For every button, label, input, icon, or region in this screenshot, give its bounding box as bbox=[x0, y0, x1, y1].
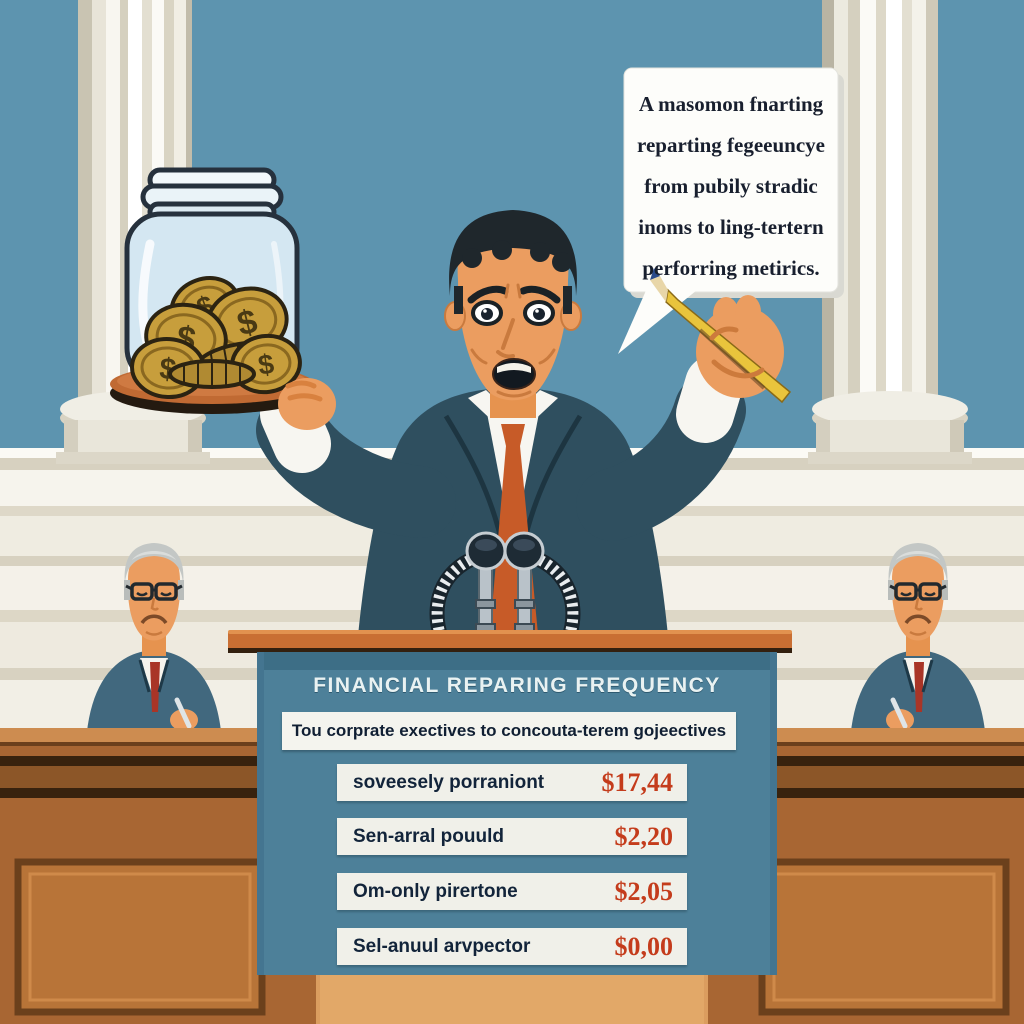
row-label: soveesely porraniont bbox=[353, 771, 545, 793]
row-value: $2,20 bbox=[614, 821, 674, 851]
speech-line: inoms to ling-tertern bbox=[638, 215, 824, 239]
floor bbox=[297, 968, 727, 1024]
row-value: $0,00 bbox=[614, 931, 674, 961]
svg-text:$: $ bbox=[256, 348, 276, 381]
table-row: Sel-anuul arvpector $0,00 bbox=[337, 928, 687, 965]
desk-left bbox=[0, 728, 316, 1024]
seated-official-left bbox=[86, 543, 222, 742]
executive-head bbox=[444, 210, 582, 418]
glasses-icon bbox=[889, 582, 947, 601]
speech-line: A masomon fnarting bbox=[638, 92, 824, 116]
row-value: $17,44 bbox=[601, 767, 674, 797]
speech-bubble bbox=[618, 67, 844, 354]
microphone-icon bbox=[465, 531, 507, 649]
speech-line: perforring metirics. bbox=[642, 256, 820, 280]
podium bbox=[228, 630, 792, 975]
jar-of-coins: $ $ $ $ bbox=[124, 167, 302, 400]
table-row: soveesely porraniont $17,44 bbox=[337, 764, 687, 801]
tie bbox=[501, 424, 525, 446]
row-label: Sen-arral pouuld bbox=[353, 825, 504, 847]
row-label: Om-only pirertone bbox=[353, 880, 518, 902]
seated-official-right bbox=[850, 543, 986, 742]
left-hand bbox=[278, 378, 336, 430]
speech-bubble-text: A masomon fnarting reparting fegeeuncye … bbox=[628, 84, 834, 289]
table-row: Sen-arral pouuld $2,20 bbox=[337, 818, 687, 855]
coin-edge bbox=[168, 359, 256, 389]
speech-line: from pubily stradic bbox=[644, 174, 818, 198]
row-label: Sel-anuul arvpector bbox=[353, 935, 531, 957]
executive: $ $ $ $ bbox=[110, 167, 792, 658]
table-row: Om-only pirertone $2,05 bbox=[337, 873, 687, 910]
row-value: $2,05 bbox=[614, 876, 674, 906]
speech-line: reparting fegeeuncye bbox=[637, 133, 825, 157]
glasses-icon bbox=[125, 582, 183, 601]
podium-subtitle: Tou corprate exectives to concouta-terem… bbox=[282, 712, 736, 750]
podium-title: FINANCIAL REPARING FREQUENCY bbox=[313, 674, 721, 697]
right-hand bbox=[650, 268, 792, 404]
